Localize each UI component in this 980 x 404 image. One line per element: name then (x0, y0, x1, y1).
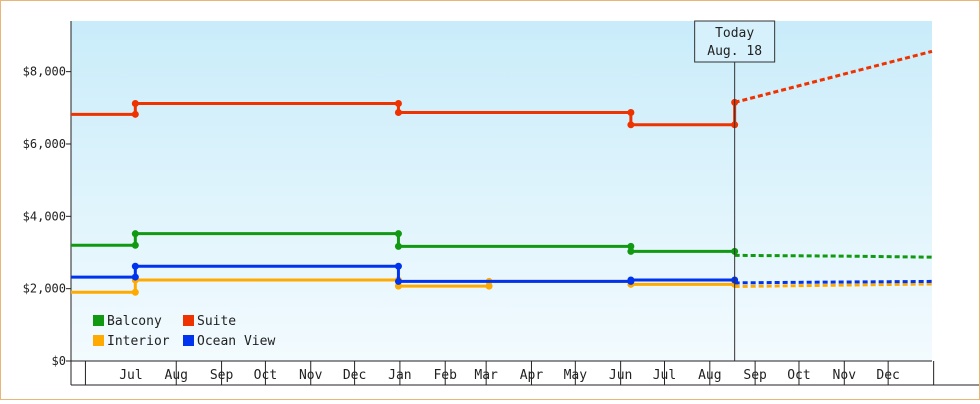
x-tick-label: Dec (343, 368, 366, 383)
y-tick-label: $6,000 (23, 137, 66, 151)
legend-swatch (93, 335, 104, 346)
data-point (131, 288, 139, 296)
x-tick-label: Oct (254, 368, 277, 383)
data-point (627, 121, 635, 129)
x-tick-label: Sep (210, 368, 234, 383)
x-axis: Jul Aug Sep Oct Nov Dec Jan Feb Mar Apr May Jun Jul A… (71, 360, 979, 386)
x-tick-label: Oct (787, 368, 810, 383)
data-point (131, 262, 139, 270)
today-date-label: Aug. 18 (707, 44, 762, 59)
x-tick-label: Jan (388, 368, 411, 383)
legend-label: Ocean View (197, 334, 275, 349)
plot-background (71, 21, 932, 361)
x-tick-label: Mar (474, 368, 498, 383)
data-point (131, 230, 139, 238)
data-point (131, 241, 139, 249)
data-point (394, 262, 402, 270)
series-lines (71, 49, 933, 296)
data-point (627, 242, 635, 250)
y-tick-label: $8,000 (23, 65, 66, 79)
x-tick-label: Aug (165, 368, 188, 383)
x-tick-label: Nov (299, 368, 323, 383)
data-point (394, 242, 402, 250)
data-point (131, 110, 139, 118)
legend-label: Interior (107, 334, 170, 349)
forecast-line (734, 253, 933, 259)
legend-label: Balcony (107, 314, 162, 329)
x-tick-label: Aug (698, 368, 721, 383)
x-tick-label: Sep (743, 368, 767, 383)
x-tick-label: Jun (609, 368, 632, 383)
data-point (131, 273, 139, 281)
legend-label: Suite (197, 314, 236, 329)
x-tick-label: Apr (520, 368, 544, 383)
x-tick-label: Feb (433, 368, 457, 383)
forecast-line (734, 49, 933, 104)
data-point (394, 277, 402, 285)
today-label: Today (715, 26, 754, 41)
data-point (627, 276, 635, 284)
forecast-line (734, 282, 933, 288)
x-tick-label: Jul (119, 368, 142, 383)
y-axis: $0 $2,000 $4,000 $6,000 $8,000 (23, 21, 72, 385)
today-callout (694, 20, 776, 63)
y-tick-label: $4,000 (23, 209, 66, 223)
today-marker: Today Aug. 18 (694, 20, 776, 361)
data-point (627, 247, 635, 255)
y-tick-label: $0 (52, 354, 66, 368)
legend: Balcony Suite Interior Ocean View (93, 314, 275, 349)
legend-swatch (93, 315, 104, 326)
forecast-line (734, 279, 933, 285)
data-point (394, 109, 402, 117)
legend-swatch (183, 315, 194, 326)
x-tick-label: Dec (876, 368, 899, 383)
data-point (131, 99, 139, 107)
legend-swatch (183, 335, 194, 346)
data-point (627, 109, 635, 117)
y-tick-label: $2,000 (23, 282, 66, 296)
data-point (394, 99, 402, 107)
x-tick-label: Nov (833, 368, 857, 383)
data-point (394, 230, 402, 238)
x-tick-label: Jul (653, 368, 676, 383)
x-tick-label: May (564, 368, 588, 383)
